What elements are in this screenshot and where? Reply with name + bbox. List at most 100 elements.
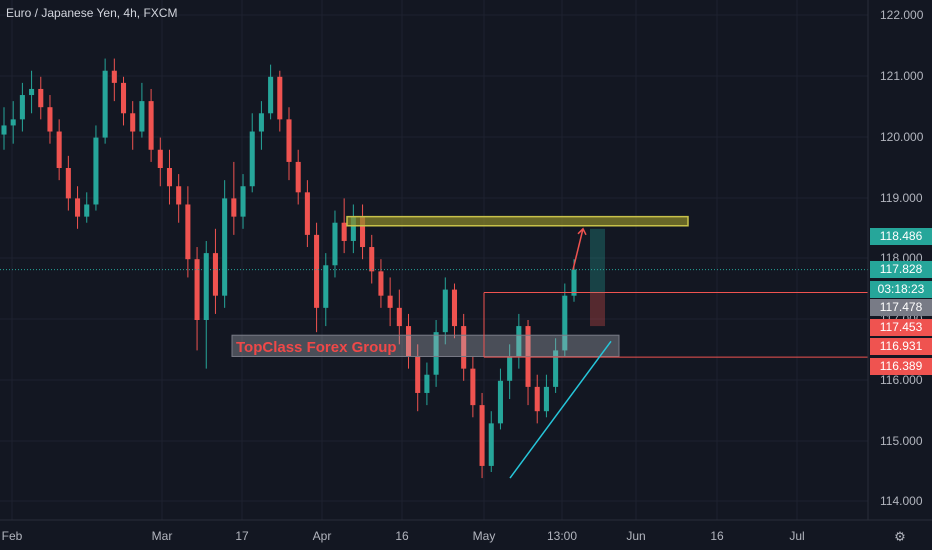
x-tick-label: May (473, 529, 496, 543)
candle-body (470, 368, 476, 406)
y-tick-label: 114.000 (880, 494, 923, 508)
x-tick-label: Jul (789, 529, 804, 543)
candle-body (10, 119, 16, 126)
y-tick-label: 116.000 (880, 373, 923, 387)
x-tick-label: 13:00 (547, 529, 577, 543)
candle-body (350, 216, 356, 241)
position-target-box (590, 228, 605, 293)
candle-body (461, 326, 467, 369)
candle-body (295, 161, 301, 193)
y-tick-label: 121.000 (880, 69, 924, 83)
candle-body (47, 107, 53, 132)
candle-body (166, 168, 173, 187)
candle-body (176, 186, 182, 205)
price-label-gray: 117.478 (870, 299, 932, 316)
candle-body (332, 222, 338, 266)
candle-body (38, 88, 44, 108)
x-tick-label: Apr (313, 529, 332, 543)
resistance-zone (346, 215, 689, 227)
y-tick-label: 119.000 (880, 191, 923, 205)
position-stop-box (590, 292, 605, 327)
candle-body (139, 101, 145, 132)
candles-group (1, 58, 577, 479)
candle-body (130, 113, 136, 132)
gear-icon: ⚙ (894, 530, 906, 545)
candle-body (203, 253, 209, 320)
candle-body (65, 168, 71, 199)
price-label-target: 118.486 (870, 228, 932, 245)
candle-body (56, 131, 62, 168)
candle-body (314, 234, 320, 308)
candle-body (378, 271, 384, 296)
candle-body (1, 125, 7, 135)
candle-body (479, 405, 485, 466)
candle-body (323, 265, 329, 308)
candle-body (497, 380, 503, 424)
x-tick-label: Jun (626, 529, 645, 543)
price-label-current: 117.828 (870, 261, 932, 278)
price-label-countdown: 03:18:23 (870, 281, 932, 298)
candle-body (534, 386, 540, 412)
candle-body (222, 198, 228, 296)
x-tick-label: 16 (395, 529, 409, 543)
candle-body (433, 332, 439, 375)
candle-body (120, 82, 127, 114)
candle-body (185, 204, 191, 260)
candle-body (405, 326, 412, 357)
candle-body (157, 149, 163, 168)
candle-body (396, 307, 402, 327)
x-tick-label: Feb (2, 529, 23, 543)
candle-body (442, 289, 448, 333)
y-tick-label: 122.000 (880, 8, 924, 22)
candle-body (75, 198, 81, 217)
candle-body (111, 70, 117, 83)
candle-body (240, 186, 246, 217)
candle-body (212, 253, 218, 296)
price-label-entry: 117.453 (870, 319, 932, 336)
candle-body (93, 137, 99, 205)
y-tick-label: 120.000 (880, 130, 924, 144)
candle-body (360, 216, 366, 248)
price-label-support: 116.389 (870, 358, 932, 375)
candle-body (286, 119, 292, 162)
candle-body (148, 101, 154, 150)
candle-body (29, 88, 35, 96)
candle-body (553, 350, 559, 387)
candle-body (543, 386, 549, 412)
symbol-title: Euro / Japanese Yen, 4h, FXCM (6, 6, 178, 20)
drawings-group: TopClass Forex Group (0, 215, 868, 479)
candle-body (369, 247, 375, 272)
candle-body (19, 95, 25, 120)
trendline (509, 340, 612, 479)
watermark-text: TopClass Forex Group (236, 339, 397, 356)
candle-body (258, 113, 264, 132)
candle-body (84, 204, 90, 217)
price-label-stop: 116.931 (870, 338, 932, 355)
candle-body (277, 76, 283, 120)
x-tick-label: 17 (235, 529, 249, 543)
time-axis[interactable]: Feb Mar 17 Apr 16 May 13:00 Jun 16 Jul ⚙ (0, 519, 932, 545)
candle-body (424, 374, 430, 393)
candle-body (304, 192, 310, 235)
candle-body (415, 356, 421, 393)
chart-grid (0, 0, 868, 520)
candle-body (194, 259, 200, 320)
support-zone (231, 334, 620, 357)
candle-body (268, 76, 274, 114)
x-tick-label: 16 (710, 529, 724, 543)
candle-body (249, 131, 255, 187)
candle-body (387, 295, 393, 308)
candle-body (102, 70, 108, 138)
candle-body (341, 222, 347, 241)
projection-arrow-line (572, 228, 584, 270)
candle-body (562, 295, 568, 351)
candle-body (488, 423, 494, 466)
y-tick-label: 115.000 (880, 434, 923, 448)
candle-body (451, 289, 458, 327)
candle-body (571, 269, 577, 296)
x-tick-label: Mar (152, 529, 173, 543)
projection-arrow-head (577, 227, 587, 236)
candle-body (516, 326, 522, 357)
candle-body (507, 356, 513, 381)
